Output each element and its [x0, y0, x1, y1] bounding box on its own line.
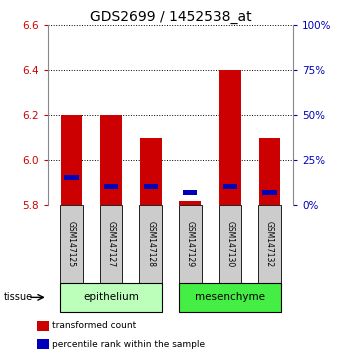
Bar: [64, 175, 78, 179]
Text: transformed count: transformed count: [52, 321, 136, 331]
Text: tissue: tissue: [3, 292, 32, 302]
Bar: [60, 283, 162, 312]
Bar: [61, 115, 83, 205]
Bar: [37, 339, 49, 349]
Text: GSM147130: GSM147130: [225, 221, 234, 267]
Title: GDS2699 / 1452538_at: GDS2699 / 1452538_at: [90, 10, 251, 24]
Text: GSM147132: GSM147132: [265, 221, 274, 267]
Bar: [183, 190, 197, 195]
Bar: [223, 184, 237, 189]
Text: GSM147128: GSM147128: [146, 221, 155, 267]
Text: epithelium: epithelium: [83, 292, 139, 302]
Text: GSM147125: GSM147125: [67, 221, 76, 267]
Bar: [179, 205, 202, 283]
Text: GSM147129: GSM147129: [186, 221, 195, 267]
Bar: [139, 205, 162, 283]
Bar: [263, 190, 277, 195]
Text: GSM147127: GSM147127: [107, 221, 116, 267]
Bar: [140, 138, 162, 205]
Bar: [258, 138, 280, 205]
Bar: [100, 205, 122, 283]
Bar: [219, 70, 241, 205]
Text: mesenchyme: mesenchyme: [195, 292, 265, 302]
Bar: [144, 184, 158, 189]
Bar: [219, 205, 241, 283]
Bar: [37, 321, 49, 331]
Bar: [258, 205, 281, 283]
Bar: [104, 184, 118, 189]
Bar: [179, 283, 281, 312]
Text: percentile rank within the sample: percentile rank within the sample: [52, 340, 205, 349]
Bar: [60, 205, 83, 283]
Bar: [100, 115, 122, 205]
Bar: [179, 201, 201, 205]
